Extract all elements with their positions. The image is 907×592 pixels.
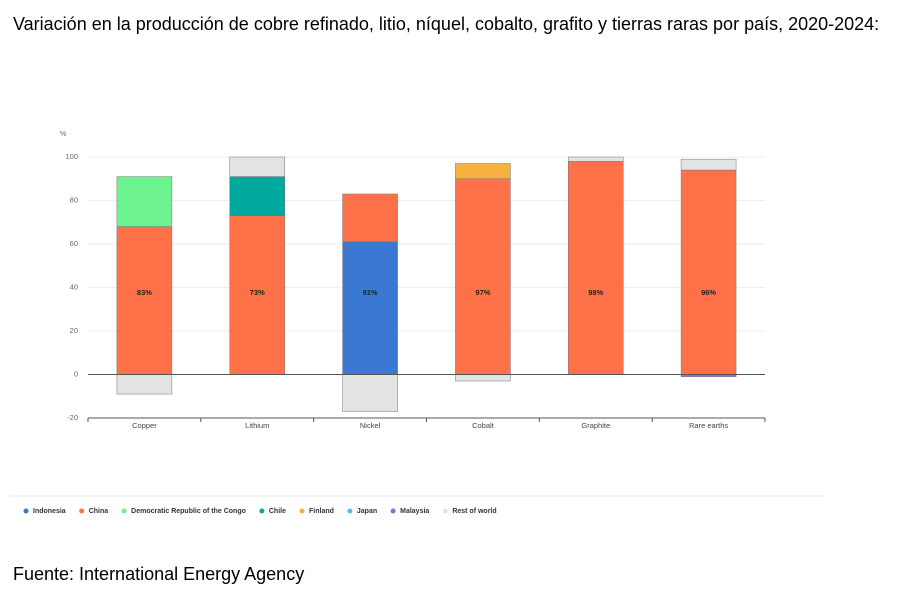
bar-label: 83% — [137, 288, 152, 297]
bar-segment — [342, 241, 398, 375]
x-tick-label: Cobalt — [472, 421, 495, 430]
legend-marker — [347, 508, 353, 514]
y-tick-label: 100 — [65, 152, 78, 161]
bar-label: 73% — [250, 288, 265, 297]
y-tick-label: 20 — [70, 326, 78, 335]
legend-label: China — [89, 508, 109, 515]
x-tick-label: Lithium — [245, 421, 269, 430]
bar-segment — [568, 161, 624, 375]
legend-marker — [79, 508, 85, 514]
x-tick-label: Graphite — [581, 421, 610, 430]
title: Variación en la producción de cobre refi… — [13, 14, 880, 34]
legend-marker — [23, 508, 29, 514]
legend-marker — [299, 508, 305, 514]
bar-segment — [342, 193, 398, 243]
bar-segment — [455, 178, 511, 375]
x-tick-label: Rare earths — [689, 421, 728, 430]
bar-segment — [568, 156, 624, 162]
source: Fuente: International Energy Agency — [13, 564, 305, 584]
bar-segment — [116, 226, 173, 375]
legend-label: Democratic Republic of the Congo — [131, 508, 246, 515]
legend-label: Rest of world — [452, 508, 496, 515]
legend-label: Indonesia — [33, 508, 66, 515]
y-tick-label: 80 — [70, 195, 78, 204]
legend-label: Japan — [357, 508, 377, 515]
legend-label: Chile — [269, 508, 286, 515]
bar-label: 98% — [588, 288, 603, 297]
bar-label: 97% — [475, 288, 490, 297]
bar-segment — [229, 156, 285, 177]
y-tick-label: 60 — [70, 239, 78, 248]
y-tick-label: 0 — [74, 369, 78, 378]
bar-segment — [342, 374, 398, 412]
bar-label: 91% — [363, 288, 378, 297]
x-tick-label: Copper — [132, 421, 157, 430]
x-tick-label: Nickel — [360, 421, 381, 430]
bar-segment — [116, 176, 173, 227]
legend-label: Malaysia — [400, 508, 429, 515]
legend-marker — [442, 508, 448, 514]
bar-segment — [680, 158, 737, 171]
legend-marker — [121, 508, 127, 514]
y-axis-label: % — [60, 131, 66, 138]
bar-segment — [680, 169, 737, 375]
bar-segment — [455, 163, 511, 179]
y-tick-label: -20 — [67, 413, 78, 422]
bar-segment — [455, 374, 511, 382]
bar-label: 96% — [701, 288, 716, 297]
legend-marker — [390, 508, 396, 514]
legend-marker — [259, 508, 265, 514]
y-tick-label: 40 — [70, 282, 78, 291]
bar-segment — [116, 374, 173, 395]
legend-label: Finland — [309, 508, 334, 515]
bar-segment — [229, 176, 285, 216]
